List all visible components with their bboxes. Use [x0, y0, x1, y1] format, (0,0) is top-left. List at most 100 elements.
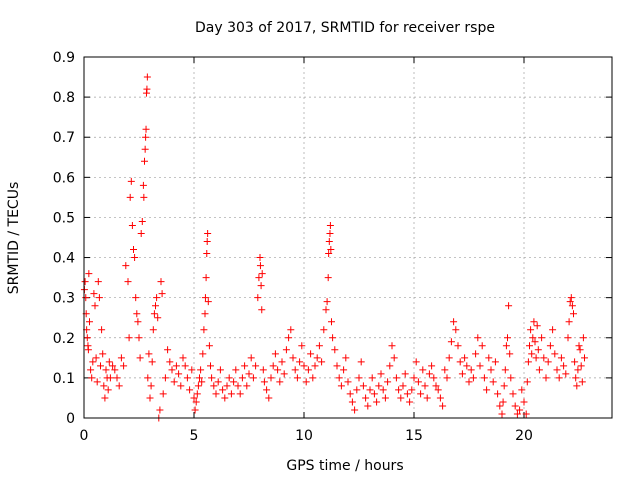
y-tick-label: 0.3 [53, 291, 75, 307]
data-point [524, 358, 532, 366]
data-point [397, 394, 405, 402]
data-point [255, 274, 263, 282]
data-point [447, 338, 455, 346]
data-point [197, 366, 205, 374]
data-point [323, 298, 331, 306]
data-point [139, 181, 147, 189]
data-point [403, 390, 411, 398]
data-point [581, 354, 588, 362]
data-point [196, 374, 203, 382]
data-point [276, 378, 284, 386]
data-point [271, 350, 279, 358]
data-point [221, 394, 229, 402]
data-point [381, 394, 389, 402]
data-point [516, 406, 524, 414]
data-point [166, 358, 174, 366]
data-point [149, 326, 157, 334]
data-point [570, 310, 577, 318]
data-point [126, 193, 134, 201]
data-point [88, 374, 96, 382]
data-point [572, 374, 580, 382]
data-point [567, 294, 575, 302]
data-point [434, 386, 442, 394]
data-point [535, 366, 543, 374]
data-point [204, 229, 212, 237]
y-tick-label: 0.5 [53, 210, 75, 226]
data-point [485, 354, 493, 362]
data-point [353, 386, 361, 394]
data-point [560, 362, 568, 370]
data-point [417, 390, 425, 398]
data-point [313, 354, 321, 362]
data-point [342, 354, 350, 362]
data-point [120, 362, 128, 370]
data-point [90, 290, 98, 298]
data-point [487, 366, 495, 374]
data-point [105, 358, 113, 366]
data-point [576, 346, 584, 354]
data-point [132, 294, 140, 302]
data-point [198, 378, 206, 386]
data-point [307, 350, 315, 358]
data-point [509, 390, 517, 398]
data-point [142, 125, 150, 133]
data-point [214, 378, 222, 386]
data-point [201, 294, 209, 302]
data-point [302, 378, 310, 386]
data-point [388, 342, 396, 350]
data-point [280, 370, 288, 378]
data-point [158, 290, 166, 298]
data-point [91, 302, 99, 310]
data-point [223, 382, 231, 390]
data-point [373, 398, 381, 406]
data-point [289, 354, 297, 362]
data-points [80, 73, 588, 422]
data-point [161, 374, 169, 382]
data-point [232, 366, 240, 374]
y-tick-label: 0.7 [53, 130, 75, 146]
data-point [478, 342, 486, 350]
data-point [113, 374, 121, 382]
data-point [359, 382, 367, 390]
data-point [414, 378, 422, 386]
data-point [366, 386, 374, 394]
data-point [384, 378, 392, 386]
data-point [212, 390, 220, 398]
data-point [443, 374, 451, 382]
x-tick-label: 5 [190, 428, 199, 444]
data-point [364, 402, 372, 410]
grid-lines [84, 57, 612, 418]
data-point [256, 254, 264, 262]
data-point [92, 354, 100, 362]
data-point [89, 358, 97, 366]
data-point [370, 390, 378, 398]
data-point [183, 374, 191, 382]
data-point [500, 382, 508, 390]
data-point [208, 374, 216, 382]
data-point [177, 382, 185, 390]
data-point [573, 382, 581, 390]
data-point [85, 270, 93, 278]
data-point [463, 362, 471, 370]
y-tick-label: 0 [66, 411, 75, 427]
x-axis-label: GPS time / hours [286, 458, 403, 474]
data-point [202, 274, 210, 282]
data-point [252, 362, 260, 370]
data-point [351, 406, 359, 414]
y-tick-label: 0.9 [53, 50, 75, 66]
data-point [311, 362, 319, 370]
data-point [450, 318, 458, 326]
data-point [87, 366, 95, 374]
data-point [157, 278, 165, 286]
data-point [143, 73, 151, 81]
data-point [326, 221, 334, 229]
data-point [93, 378, 101, 386]
data-point [148, 358, 156, 366]
data-point [170, 378, 178, 386]
data-point [574, 366, 582, 374]
data-point [565, 318, 573, 326]
data-point [296, 358, 304, 366]
data-point [362, 394, 370, 402]
data-point [243, 382, 251, 390]
